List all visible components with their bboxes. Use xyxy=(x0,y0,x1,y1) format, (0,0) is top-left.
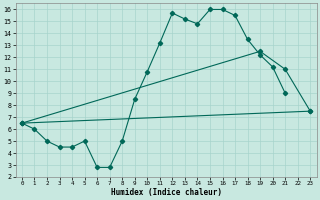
X-axis label: Humidex (Indice chaleur): Humidex (Indice chaleur) xyxy=(111,188,221,197)
